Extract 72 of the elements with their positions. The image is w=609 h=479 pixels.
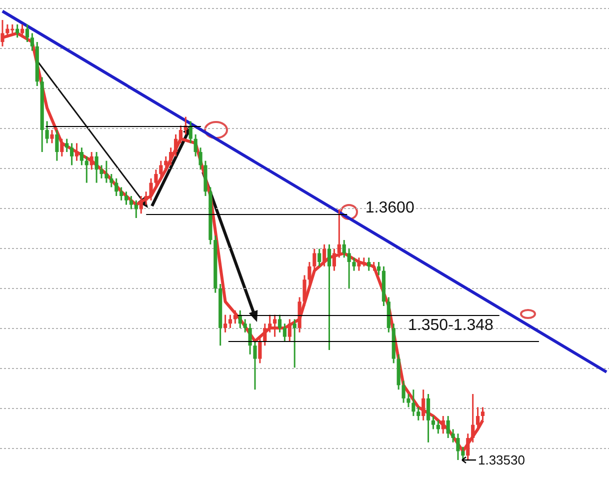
candlestick [25, 24, 30, 43]
candlestick [100, 164, 104, 180]
candlestick [327, 244, 332, 351]
candlestick [376, 261, 381, 276]
candlestick [159, 160, 163, 180]
candlestick [308, 261, 312, 285]
candlestick [80, 146, 84, 166]
candlestick [431, 415, 436, 430]
candlestick [65, 138, 69, 153]
candlestick [45, 120, 49, 144]
candlestick [258, 336, 262, 364]
candlestick [278, 314, 282, 334]
candlestick [288, 318, 292, 342]
candlestick [337, 208, 341, 258]
candlestick [322, 244, 326, 268]
candlestick [228, 314, 232, 329]
candlestick [456, 432, 460, 461]
candlestick [318, 248, 322, 268]
candlestick [451, 428, 455, 444]
candlestick [30, 32, 34, 52]
candlestick [268, 314, 272, 334]
candlestick [223, 314, 228, 334]
candlestick [406, 393, 410, 408]
candlestick [282, 322, 286, 342]
candlestick [332, 248, 336, 272]
candlestick [139, 195, 143, 214]
candlestick [90, 151, 94, 170]
candlestick [55, 129, 59, 162]
candlestick [149, 178, 153, 202]
candlestick [174, 134, 178, 158]
candlestick [272, 314, 277, 338]
candlestick [342, 239, 346, 258]
candlestick [198, 146, 202, 170]
candlestick [302, 274, 306, 307]
candlestick [243, 318, 247, 334]
candlestick [312, 248, 316, 272]
candlestick [74, 142, 79, 162]
candlestick [70, 142, 74, 166]
candlestick [471, 393, 475, 444]
candlestick [120, 186, 124, 202]
candlestick [154, 168, 158, 188]
candlestick [446, 415, 450, 439]
candlestick [426, 393, 430, 444]
candlestick [144, 190, 148, 206]
candlestick [124, 190, 128, 206]
candlestick [169, 146, 173, 166]
candlestick [194, 134, 198, 158]
candlestick [253, 340, 257, 390]
candlestick [178, 124, 183, 144]
candlestick [248, 322, 252, 356]
candlestick [110, 173, 114, 188]
candlestick [104, 160, 108, 184]
candlestick [60, 138, 64, 158]
candlestick [352, 256, 356, 272]
candlestick [367, 256, 371, 272]
candlestick [292, 318, 296, 368]
candlestick [416, 406, 420, 422]
candlestick [129, 195, 134, 210]
candlestick [441, 415, 445, 434]
candlestick [114, 178, 118, 197]
annotation: 1.3600 [365, 199, 414, 216]
candlestick [476, 406, 480, 430]
candlestick [402, 380, 406, 404]
candlestick [412, 388, 416, 417]
candlestick [422, 388, 426, 422]
candlestick [94, 151, 98, 184]
annotation: 1.33530 [478, 452, 525, 468]
annotation: 1.350-1.348 [408, 317, 494, 334]
candlestick [50, 129, 54, 144]
candlestick [347, 248, 351, 290]
candlestick [188, 120, 192, 144]
candlestick [263, 322, 267, 346]
